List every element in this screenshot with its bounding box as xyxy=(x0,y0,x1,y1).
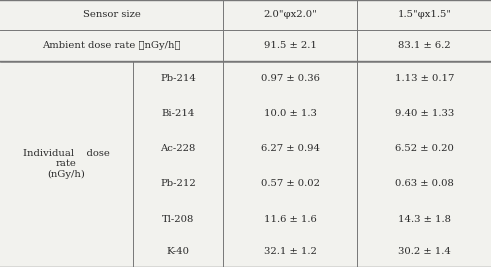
Text: 0.97 ± 0.36: 0.97 ± 0.36 xyxy=(261,74,320,83)
Text: 2.0"φx2.0": 2.0"φx2.0" xyxy=(264,10,317,19)
Text: 30.2 ± 1.4: 30.2 ± 1.4 xyxy=(398,248,451,256)
Text: Individual    dose
rate
(nGy/h): Individual dose rate (nGy/h) xyxy=(23,149,109,179)
Text: Bi-214: Bi-214 xyxy=(162,109,194,118)
Text: 9.40 ± 1.33: 9.40 ± 1.33 xyxy=(395,109,454,118)
Text: Ambient dose rate （nGy/h）: Ambient dose rate （nGy/h） xyxy=(42,41,181,50)
Text: 10.0 ± 1.3: 10.0 ± 1.3 xyxy=(264,109,317,118)
Text: 11.6 ± 1.6: 11.6 ± 1.6 xyxy=(264,215,317,224)
Text: 14.3 ± 1.8: 14.3 ± 1.8 xyxy=(398,215,451,224)
Text: 91.5 ± 2.1: 91.5 ± 2.1 xyxy=(264,41,317,50)
Text: Pb-214: Pb-214 xyxy=(160,74,196,83)
Text: Pb-212: Pb-212 xyxy=(160,179,196,189)
Text: 6.27 ± 0.94: 6.27 ± 0.94 xyxy=(261,144,320,153)
Text: 6.52 ± 0.20: 6.52 ± 0.20 xyxy=(395,144,454,153)
Text: 32.1 ± 1.2: 32.1 ± 1.2 xyxy=(264,248,317,256)
Text: 1.13 ± 0.17: 1.13 ± 0.17 xyxy=(395,74,454,83)
Text: Sensor size: Sensor size xyxy=(83,10,140,19)
Text: Ac-228: Ac-228 xyxy=(160,144,196,153)
Text: 0.57 ± 0.02: 0.57 ± 0.02 xyxy=(261,179,320,189)
Text: 0.63 ± 0.08: 0.63 ± 0.08 xyxy=(395,179,454,189)
Text: Tl-208: Tl-208 xyxy=(162,215,194,224)
Text: 83.1 ± 6.2: 83.1 ± 6.2 xyxy=(398,41,451,50)
Text: 1.5"φx1.5": 1.5"φx1.5" xyxy=(397,10,451,19)
Text: K-40: K-40 xyxy=(166,248,190,256)
